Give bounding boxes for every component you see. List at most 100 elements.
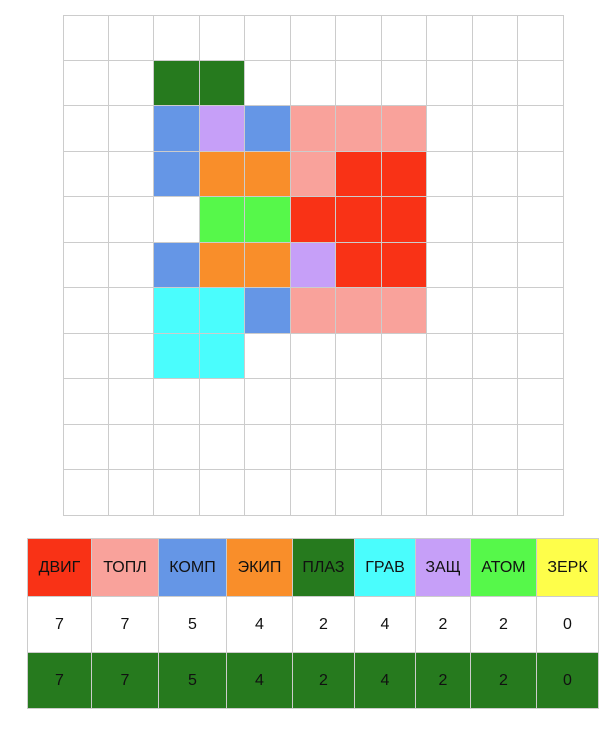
grid-cell-dvig[interactable] bbox=[381, 151, 428, 198]
grid-cell-dvig[interactable] bbox=[336, 242, 382, 289]
grid-cell-empty[interactable] bbox=[472, 333, 519, 380]
grid-cell-empty[interactable] bbox=[245, 333, 291, 380]
grid-cell-empty[interactable] bbox=[108, 15, 155, 61]
grid-cell-empty[interactable] bbox=[63, 333, 109, 380]
grid-cell-empty[interactable] bbox=[381, 424, 428, 471]
grid-cell-empty[interactable] bbox=[336, 60, 382, 107]
grid-cell-dvig[interactable] bbox=[290, 197, 337, 243]
grid-cell-komp[interactable] bbox=[245, 288, 291, 334]
grid-cell-empty[interactable] bbox=[245, 379, 291, 425]
grid-cell-dvig[interactable] bbox=[336, 197, 382, 243]
grid-cell-empty[interactable] bbox=[518, 288, 564, 334]
grid-cell-empty[interactable] bbox=[154, 15, 200, 61]
legend-label-plaz[interactable]: ПЛАЗ bbox=[292, 538, 355, 597]
grid-cell-empty[interactable] bbox=[427, 106, 473, 152]
grid-cell-empty[interactable] bbox=[108, 333, 155, 380]
grid-cell-empty[interactable] bbox=[518, 60, 564, 107]
grid-cell-empty[interactable] bbox=[63, 106, 109, 152]
grid-cell-empty[interactable] bbox=[290, 60, 337, 107]
grid-cell-empty[interactable] bbox=[154, 379, 200, 425]
grid-cell-ekip[interactable] bbox=[245, 242, 291, 289]
grid-cell-empty[interactable] bbox=[245, 424, 291, 471]
grid-cell-empty[interactable] bbox=[336, 333, 382, 380]
grid-cell-empty[interactable] bbox=[518, 106, 564, 152]
grid-cell-empty[interactable] bbox=[518, 424, 564, 471]
grid-cell-empty[interactable] bbox=[472, 197, 519, 243]
grid-cell-empty[interactable] bbox=[63, 470, 109, 516]
grid-cell-empty[interactable] bbox=[427, 15, 473, 61]
grid-cell-empty[interactable] bbox=[108, 379, 155, 425]
grid-cell-plaz[interactable] bbox=[199, 60, 246, 107]
grid-cell-empty[interactable] bbox=[108, 288, 155, 334]
grid-cell-empty[interactable] bbox=[427, 288, 473, 334]
grid-cell-empty[interactable] bbox=[336, 470, 382, 516]
grid-cell-grav[interactable] bbox=[154, 288, 200, 334]
grid-cell-empty[interactable] bbox=[63, 60, 109, 107]
grid-cell-empty[interactable] bbox=[472, 470, 519, 516]
grid-cell-empty[interactable] bbox=[245, 470, 291, 516]
grid-cell-empty[interactable] bbox=[63, 424, 109, 471]
grid-cell-empty[interactable] bbox=[63, 197, 109, 243]
grid-cell-grav[interactable] bbox=[199, 333, 246, 380]
legend-label-komp[interactable]: КОМП bbox=[158, 538, 227, 597]
grid-cell-empty[interactable] bbox=[381, 60, 428, 107]
grid-cell-topl[interactable] bbox=[290, 151, 337, 198]
grid-cell-atom[interactable] bbox=[245, 197, 291, 243]
legend-label-grav[interactable]: ГРАВ bbox=[354, 538, 416, 597]
grid-cell-empty[interactable] bbox=[518, 379, 564, 425]
grid-cell-grav[interactable] bbox=[154, 333, 200, 380]
grid-cell-empty[interactable] bbox=[199, 424, 246, 471]
grid-cell-empty[interactable] bbox=[472, 424, 519, 471]
grid-cell-empty[interactable] bbox=[472, 379, 519, 425]
legend-label-topl[interactable]: ТОПЛ bbox=[91, 538, 159, 597]
grid-cell-empty[interactable] bbox=[108, 242, 155, 289]
grid-cell-grav[interactable] bbox=[199, 288, 246, 334]
grid-cell-empty[interactable] bbox=[63, 151, 109, 198]
grid-cell-topl[interactable] bbox=[336, 288, 382, 334]
grid-cell-empty[interactable] bbox=[63, 288, 109, 334]
grid-cell-komp[interactable] bbox=[154, 151, 200, 198]
grid-cell-empty[interactable] bbox=[381, 470, 428, 516]
grid-cell-empty[interactable] bbox=[427, 60, 473, 107]
grid-cell-ekip[interactable] bbox=[245, 151, 291, 198]
grid-cell-empty[interactable] bbox=[472, 288, 519, 334]
grid-cell-empty[interactable] bbox=[518, 470, 564, 516]
grid-cell-empty[interactable] bbox=[518, 197, 564, 243]
grid-cell-empty[interactable] bbox=[427, 470, 473, 516]
grid-cell-empty[interactable] bbox=[290, 470, 337, 516]
grid-cell-empty[interactable] bbox=[472, 60, 519, 107]
grid-cell-zasch[interactable] bbox=[199, 106, 246, 152]
grid-cell-empty[interactable] bbox=[381, 379, 428, 425]
grid-cell-empty[interactable] bbox=[427, 197, 473, 243]
grid-cell-plaz[interactable] bbox=[154, 60, 200, 107]
grid-cell-empty[interactable] bbox=[427, 151, 473, 198]
grid-cell-empty[interactable] bbox=[108, 106, 155, 152]
grid-cell-dvig[interactable] bbox=[336, 151, 382, 198]
grid-cell-empty[interactable] bbox=[518, 151, 564, 198]
grid-cell-empty[interactable] bbox=[336, 15, 382, 61]
grid-cell-ekip[interactable] bbox=[199, 151, 246, 198]
grid-cell-empty[interactable] bbox=[427, 424, 473, 471]
grid-cell-atom[interactable] bbox=[199, 197, 246, 243]
grid-cell-empty[interactable] bbox=[108, 470, 155, 516]
grid-cell-empty[interactable] bbox=[63, 379, 109, 425]
grid-cell-topl[interactable] bbox=[336, 106, 382, 152]
grid-cell-topl[interactable] bbox=[290, 106, 337, 152]
grid-cell-empty[interactable] bbox=[427, 333, 473, 380]
grid-cell-empty[interactable] bbox=[290, 15, 337, 61]
grid-cell-ekip[interactable] bbox=[199, 242, 246, 289]
grid-cell-empty[interactable] bbox=[472, 106, 519, 152]
grid-cell-empty[interactable] bbox=[381, 333, 428, 380]
grid-cell-empty[interactable] bbox=[290, 424, 337, 471]
grid-cell-empty[interactable] bbox=[518, 333, 564, 380]
grid-cell-topl[interactable] bbox=[381, 288, 428, 334]
grid-cell-empty[interactable] bbox=[199, 15, 246, 61]
grid-cell-empty[interactable] bbox=[108, 151, 155, 198]
grid-cell-empty[interactable] bbox=[472, 151, 519, 198]
grid-cell-empty[interactable] bbox=[108, 60, 155, 107]
grid-cell-empty[interactable] bbox=[336, 379, 382, 425]
grid-cell-komp[interactable] bbox=[154, 242, 200, 289]
grid-cell-empty[interactable] bbox=[108, 197, 155, 243]
grid-cell-topl[interactable] bbox=[290, 288, 337, 334]
grid-cell-empty[interactable] bbox=[472, 242, 519, 289]
